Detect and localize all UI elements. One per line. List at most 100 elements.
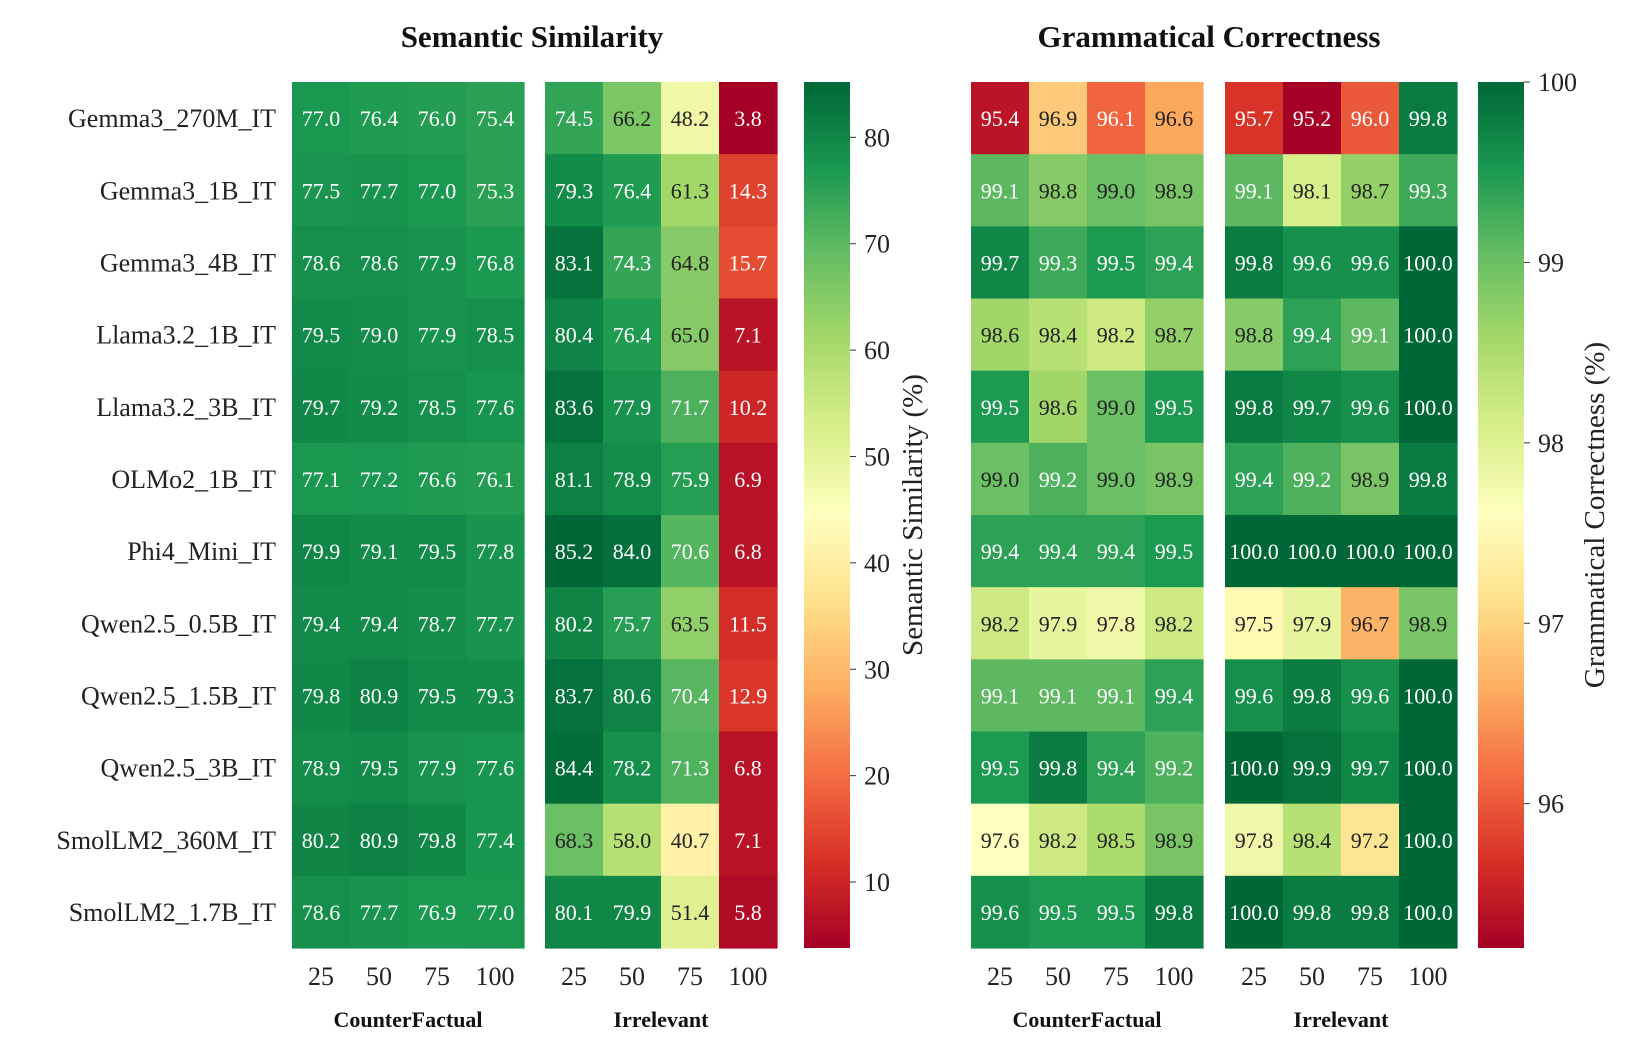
cell-value-label: 78.6	[360, 250, 399, 275]
cell-value-label: 99.4	[1039, 539, 1078, 564]
cell-value-label: 77.6	[476, 756, 515, 781]
heatmap-cell	[603, 82, 662, 155]
heatmap-cell	[545, 442, 604, 516]
heatmap-cell	[1087, 875, 1146, 949]
cell-value-label: 99.6	[1351, 250, 1390, 275]
cell-value-label: 7.1	[734, 323, 762, 348]
heatmap-cell	[1283, 82, 1342, 155]
x-tick-label: 100	[729, 962, 768, 991]
heatmap-cell	[466, 154, 525, 227]
cell-value-label: 98.6	[1039, 395, 1078, 420]
x-tick-label: 75	[1103, 962, 1129, 991]
cell-value-label: 78.5	[418, 395, 457, 420]
cell-value-label: 6.8	[734, 539, 762, 564]
heatmap-cell	[545, 82, 604, 155]
heatmap-cell	[466, 875, 525, 949]
cell-value-label: 98.9	[1155, 828, 1194, 853]
cell-value-label: 79.4	[360, 611, 399, 636]
cell-value-label: 79.5	[418, 539, 457, 564]
cell-value-label: 99.5	[1097, 900, 1136, 925]
row-labels: Gemma3_270M_IT Gemma3_1B_IT Gemma3_4B_IT Ll…	[56, 104, 276, 927]
heatmap-cell	[466, 587, 525, 660]
heatmap-cell	[292, 298, 351, 372]
cell-value-label: 99.4	[1155, 683, 1194, 708]
cell-value-label: 3.8	[734, 106, 762, 131]
heatmap-cell	[1341, 226, 1400, 300]
cell-value-label: 99.5	[981, 395, 1020, 420]
cell-value-label: 99.3	[1039, 250, 1078, 275]
heatmap-cell	[350, 226, 409, 300]
cell-value-label: 79.0	[360, 323, 399, 348]
cell-value-label: 77.6	[476, 395, 515, 420]
cell-value-label: 75.3	[476, 178, 515, 203]
cell-value-label: 97.9	[1293, 611, 1332, 636]
colorbar-tick-label: 40	[864, 549, 890, 578]
heatmap-cell	[971, 298, 1030, 372]
cell-value-label: 99.7	[981, 250, 1020, 275]
heatmap-cell	[1087, 82, 1146, 155]
cell-value-label: 99.4	[1097, 756, 1136, 781]
heatmap-cell	[466, 731, 525, 805]
cell-value-label: 99.0	[1097, 467, 1136, 492]
cell-value-label: 79.7	[302, 395, 341, 420]
heatmap-cell	[1145, 82, 1204, 155]
heatmap-cell	[1029, 875, 1088, 949]
heatmap-cell	[661, 442, 720, 516]
cell-value-label: 15.7	[729, 250, 768, 275]
group-label-irrelevant: Irrelevant	[1294, 1007, 1390, 1032]
heatmap-cell	[1341, 731, 1400, 805]
cell-value-label: 14.3	[729, 178, 768, 203]
heatmap-cell	[466, 515, 525, 588]
heatmap-cell	[1145, 875, 1204, 949]
heatmap-cell	[350, 370, 409, 444]
heatmap-cell	[292, 875, 351, 949]
colorbar-tick-label: 80	[864, 123, 890, 152]
heatmap-cell	[1283, 803, 1342, 877]
cell-value-label: 84.4	[555, 756, 594, 781]
heatmap-cell	[408, 154, 467, 227]
heatmap-cell	[350, 154, 409, 227]
heatmap-cell	[1399, 515, 1458, 588]
heatmap-cell	[1283, 587, 1342, 660]
heatmap-cell	[408, 659, 467, 733]
heatmap-cell	[1145, 587, 1204, 660]
cell-value-label: 99.3	[1409, 178, 1448, 203]
cell-value-label: 98.4	[1039, 323, 1078, 348]
heatmap-cell	[1341, 154, 1400, 227]
heatmap-cell	[1145, 442, 1204, 516]
cell-value-label: 99.7	[1293, 395, 1332, 420]
cell-value-label: 68.3	[555, 828, 594, 853]
heatmap-cell	[1283, 226, 1342, 300]
cell-value-label: 99.9	[1293, 756, 1332, 781]
cell-value-label: 79.5	[360, 756, 399, 781]
cell-value-label: 100.0	[1287, 539, 1337, 564]
semantic-colorbar	[804, 82, 850, 948]
cell-value-label: 40.7	[671, 828, 710, 853]
colorbar-tick-label: 70	[864, 230, 890, 259]
heatmap-cell	[350, 803, 409, 877]
cell-value-label: 76.1	[476, 467, 515, 492]
heatmap-cell	[1225, 370, 1284, 444]
heatmap-cell	[466, 82, 525, 155]
cell-value-label: 78.6	[302, 900, 341, 925]
heatmap-cell	[603, 587, 662, 660]
cell-value-label: 99.8	[1293, 683, 1332, 708]
cell-value-label: 76.4	[613, 323, 652, 348]
cell-value-label: 80.9	[360, 683, 399, 708]
cell-value-label: 99.1	[1351, 323, 1390, 348]
x-tick-label: 50	[366, 962, 392, 991]
heatmap-cell	[1341, 587, 1400, 660]
heatmap-cell	[408, 370, 467, 444]
heatmap-cell	[408, 731, 467, 805]
cell-value-label: 80.4	[555, 323, 594, 348]
row-label-smollm2-1-7b-it: SmolLM2_1.7B_IT	[69, 898, 276, 927]
heatmap-cell	[1341, 875, 1400, 949]
heatmap-cell	[661, 370, 720, 444]
cell-value-label: 66.2	[613, 106, 652, 131]
heatmap-cell	[1283, 370, 1342, 444]
colorbar-tick-label: 96	[1538, 790, 1564, 819]
cell-value-label: 98.2	[1155, 611, 1194, 636]
x-tick-label: 100	[476, 962, 515, 991]
heatmap-cell	[292, 659, 351, 733]
heatmap-cell	[661, 226, 720, 300]
